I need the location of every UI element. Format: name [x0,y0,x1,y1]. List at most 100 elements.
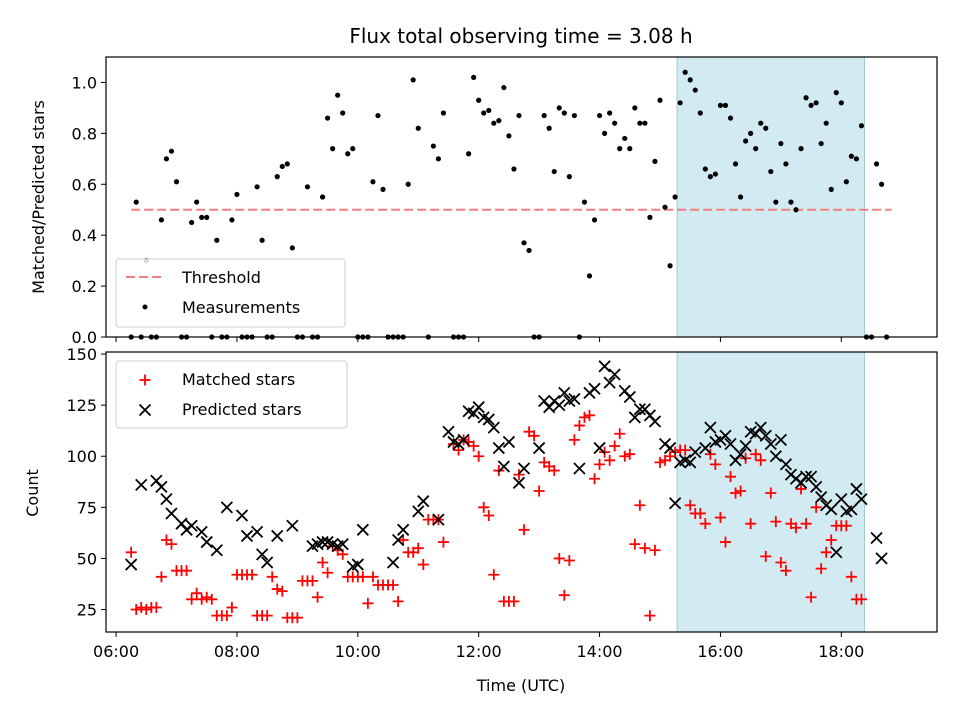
predicted-star-point [603,376,616,389]
ratio-y-tick-label: 0.8 [72,124,97,143]
matched-star-point [206,593,218,605]
predicted-star-point [628,411,641,424]
measurement-point [727,115,734,121]
matched-star-point [271,583,283,595]
matched-star-point [679,444,691,456]
matched-star-point [735,485,747,497]
predicted-star-point [125,558,138,571]
count-y-tick-label: 125 [66,396,97,415]
measurement-point [496,118,502,124]
measurement-point [707,174,713,180]
predicted-star-point [568,392,581,406]
predicted-star-point [598,360,611,373]
matched-star-point [639,542,651,554]
measurement-point [758,120,764,126]
predicted-star-point [472,401,485,414]
predicted-star-point [155,480,168,494]
measurement-point [340,110,346,116]
measurement-point [430,143,436,149]
measurement-point [556,105,562,111]
x-tick-label: 14:00 [577,642,623,661]
measurement-point [607,110,613,116]
matched-star-point [397,534,409,546]
matched-star-point [694,507,706,519]
matched-star-point [221,610,233,622]
measurement-point [581,199,588,205]
measurement-point [667,263,673,269]
matched-star-point [629,538,641,550]
measurements-legend-swatch [142,304,148,310]
matched-star-point [488,569,500,581]
predicted-star-point [553,399,566,412]
predicted-star-point [250,525,264,538]
predicted-star-point [240,529,254,543]
matched-star-point [518,524,530,536]
measurement-point [748,130,754,136]
measurement-point [778,140,784,147]
matched-star-point [634,499,646,511]
ratio-y-tick-label: 0.4 [72,226,97,245]
predicted-star-point [870,531,883,545]
measurement-point [702,166,708,172]
measurement-point [617,146,623,152]
matched-star-point [709,458,721,470]
matched-star-point [604,454,616,466]
measurement-point [712,171,719,177]
matched-star-point [191,587,203,599]
predicted-star-point [739,439,752,453]
measurement-point [879,181,885,187]
predicted-star-point [875,552,888,565]
matched-star-point [815,563,827,575]
measurement-point [833,90,839,96]
predicted-star-point [397,523,410,536]
matched-star-point [165,538,177,550]
count-axes-frame [105,351,938,633]
measurement-point [662,204,668,210]
matched-star-point [589,473,601,485]
predicted-star-point [855,493,868,506]
matched-star-point [528,430,540,442]
matched-star-point [730,487,742,499]
measurement-point [873,161,880,167]
measurement-point [194,199,200,205]
measurement-point [818,140,824,147]
measurement-point [279,163,285,170]
measurement-point [476,97,482,103]
predicted-star-point [210,544,223,557]
matched-star-point [548,465,560,477]
matched-star-point [760,550,772,562]
matched-star-point [196,593,208,605]
threshold-legend-label: Threshold [181,268,261,287]
measurement-point [163,156,170,162]
matched-star-point [704,448,716,460]
matched-star-point [855,593,867,605]
matched-star-point [312,591,324,603]
measurement-point [652,158,658,164]
matched-star-point [790,522,802,534]
matched-star-point [654,456,666,468]
matched-star-point [246,569,258,581]
measurement-point [234,191,240,198]
matched-star-point [322,567,334,579]
measurement-point [753,146,759,152]
matched-star-point [563,554,575,566]
measurement-point [168,148,175,154]
predicted-star-point [271,529,284,543]
matched-star-point [317,557,329,569]
predicted-star-point [261,556,274,569]
measurement-point [798,146,804,152]
matched-legend-swatch [139,374,151,386]
measurement-point [516,112,522,119]
measurement-point [304,184,311,190]
measurement-point [596,112,603,119]
predicted-star-point [684,456,697,469]
measurements-legend-label: Measurements [182,298,300,317]
ratio-y-tick-label: 0.6 [72,175,97,194]
predicted-star-point [165,507,178,520]
measurement-point [158,217,164,223]
matched-star-point [573,420,585,432]
matched-star-point [624,448,636,460]
matched-star-point [513,469,525,481]
predicted-star-point [809,480,823,494]
x-tick-label: 16:00 [697,642,743,661]
